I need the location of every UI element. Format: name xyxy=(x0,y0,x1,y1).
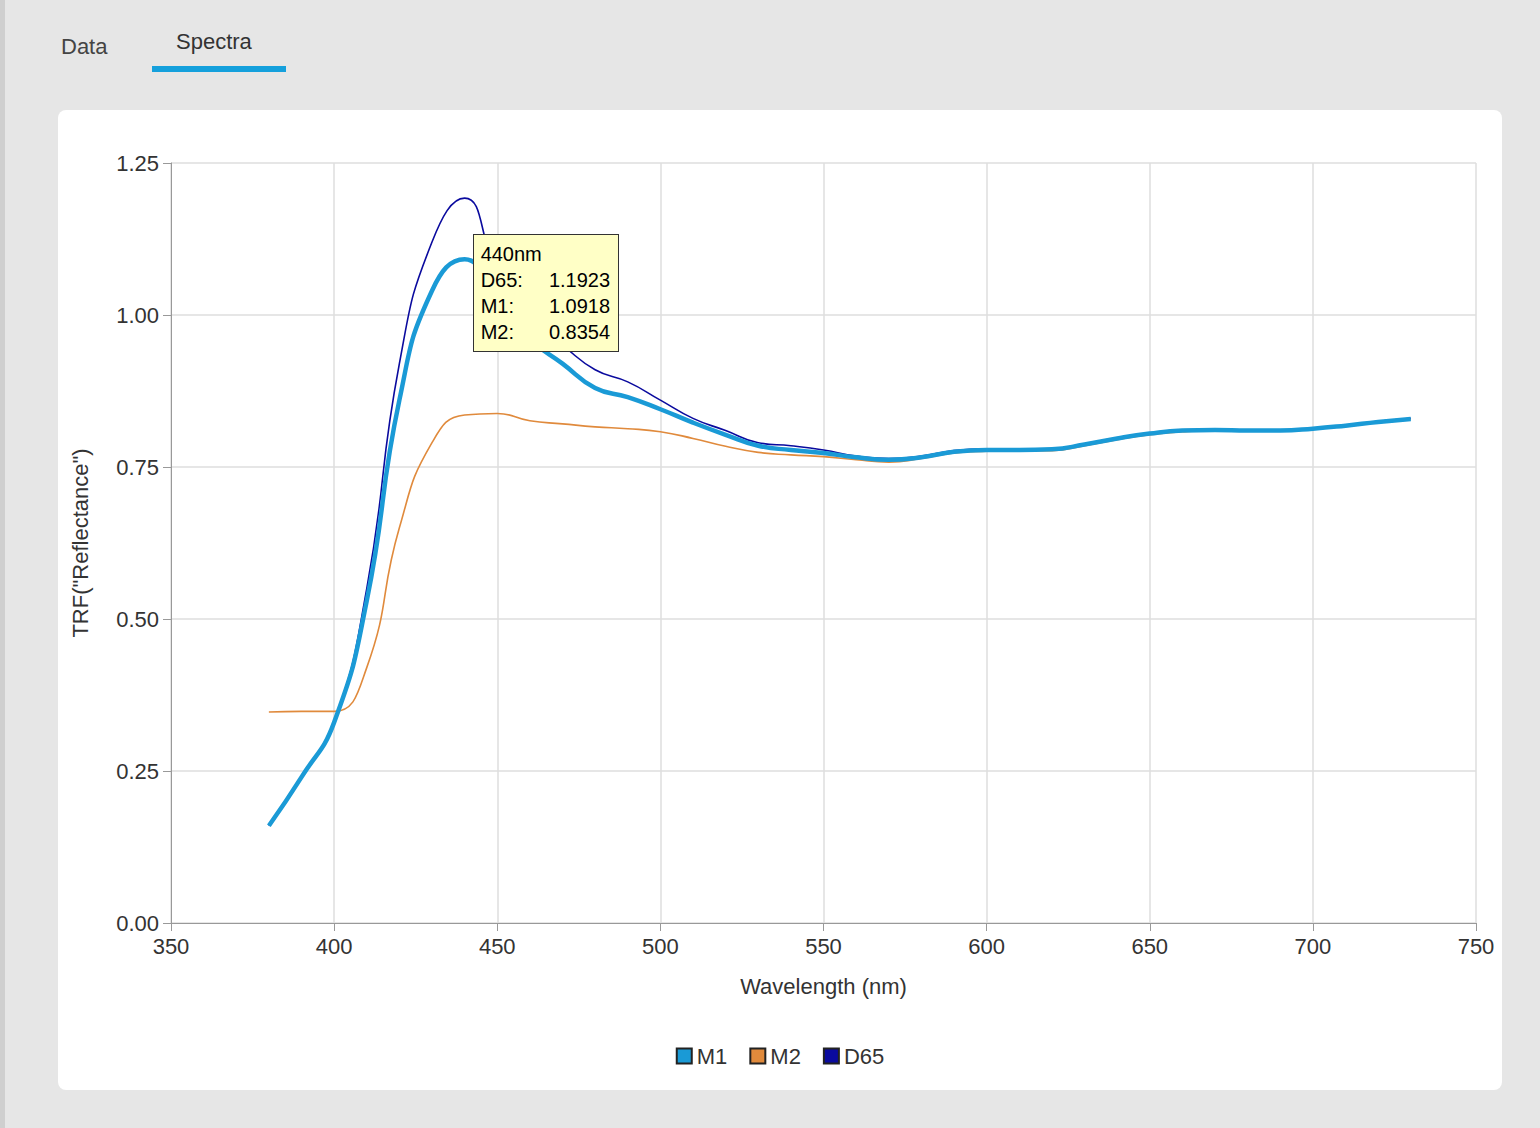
svg-text:550: 550 xyxy=(805,934,842,959)
svg-text:750: 750 xyxy=(1458,934,1495,959)
html-text:M1:: M1: xyxy=(480,295,514,318)
svg-text:0.75: 0.75 xyxy=(116,455,159,480)
html-text:Data: Data xyxy=(61,34,108,59)
svg-text:TRF("Reflectance"): TRF("Reflectance") xyxy=(68,448,93,637)
svg-text:1.25: 1.25 xyxy=(116,151,159,176)
svg-text:500: 500 xyxy=(642,934,679,959)
svg-text:D65: D65 xyxy=(844,1044,884,1069)
svg-text:350: 350 xyxy=(153,934,190,959)
svg-text:0.00: 0.00 xyxy=(116,911,159,936)
svg-text:M1: M1 xyxy=(697,1044,728,1069)
svg-text:0.50: 0.50 xyxy=(116,607,159,632)
svg-text:400: 400 xyxy=(316,934,353,959)
svg-text:450: 450 xyxy=(479,934,516,959)
svg-text:M2: M2 xyxy=(770,1044,801,1069)
svg-text:650: 650 xyxy=(1131,934,1168,959)
svg-text:600: 600 xyxy=(968,934,1005,959)
svg-text:Wavelength (nm): Wavelength (nm) xyxy=(740,974,907,999)
svg-text:1.00: 1.00 xyxy=(116,303,159,328)
html-text:M2:: M2: xyxy=(480,321,514,344)
svg-text:0.25: 0.25 xyxy=(116,759,159,784)
html-text:1.0918: 1.0918 xyxy=(548,295,610,318)
html-text:440nm: 440nm xyxy=(480,243,542,266)
html-text:D65:: D65: xyxy=(480,269,523,292)
html-text:Spectra: Spectra xyxy=(176,29,252,54)
svg-text:700: 700 xyxy=(1295,934,1332,959)
html-text:0.8354: 0.8354 xyxy=(548,321,610,344)
html-text:1.1923: 1.1923 xyxy=(548,269,610,292)
